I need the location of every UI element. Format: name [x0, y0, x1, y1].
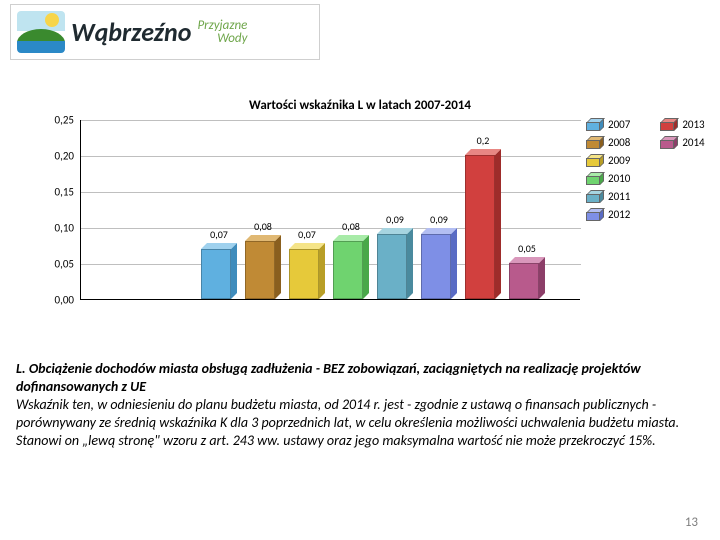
logo-tagline: Przyjazne Wody: [197, 19, 247, 45]
bar-chart: 0,000,050,100,150,200,25 0,070,080,070,0…: [30, 120, 590, 320]
legend-item-2009: 2009: [586, 154, 706, 167]
bar-2007: [201, 243, 237, 299]
bar-label: 0,05: [518, 242, 536, 255]
body-text: L. Obciążenie dochodów miasta obsługą za…: [16, 360, 704, 450]
bar-2010: [333, 235, 369, 299]
bar-2013: [465, 149, 501, 299]
bar-label: 0,09: [386, 213, 404, 226]
legend-label: 2012: [608, 208, 630, 221]
bar-label: 0,2: [477, 134, 490, 147]
legend-item-2007: 2007: [586, 118, 630, 131]
y-tick-label: 0,25: [30, 114, 74, 127]
legend: 2007 2013 2008 2014 2009 2010 2011 2012: [586, 118, 706, 221]
bars-group: 0,07 0,08 0,07 0,08 0,09 0,09 0,2 0,05: [81, 119, 581, 299]
legend-swatch-icon: [586, 173, 604, 185]
bar-label: 0,08: [254, 220, 272, 233]
legend-label: 2009: [608, 154, 630, 167]
legend-swatch-icon: [586, 119, 604, 131]
bar-label: 0,09: [430, 213, 448, 226]
y-axis: 0,000,050,100,150,200,25: [30, 120, 74, 300]
chart-title: Wartości wskaźnika L w latach 2007-2014: [0, 98, 720, 113]
bar-2014: [509, 257, 545, 299]
body-lead: L. Obciążenie dochodów miasta obsługą za…: [16, 360, 641, 395]
bar-2011: [377, 228, 413, 299]
logo-city: Wąbrzeźno: [71, 16, 191, 48]
legend-label: 2007: [608, 118, 630, 131]
legend-swatch-icon: [586, 209, 604, 221]
legend-label: 2013: [682, 118, 704, 131]
logo-banner: Wąbrzeźno Przyjazne Wody: [10, 4, 320, 60]
legend-swatch-icon: [660, 137, 678, 149]
legend-item-2008: 2008: [586, 136, 630, 149]
y-tick-label: 0,15: [30, 186, 74, 199]
bar-label: 0,07: [298, 228, 316, 241]
legend-swatch-icon: [586, 191, 604, 203]
plot-area: 0,07 0,08 0,07 0,08 0,09 0,09 0,2 0,05: [80, 120, 580, 300]
y-tick-label: 0,20: [30, 150, 74, 163]
bar-2009: [289, 243, 325, 299]
legend-swatch-icon: [660, 119, 678, 131]
legend-item-2013: 2013: [660, 118, 704, 131]
legend-swatch-icon: [586, 137, 604, 149]
body-rest: Wskaźnik ten, w odniesieniu do planu bud…: [16, 396, 679, 449]
legend-label: 2011: [608, 190, 630, 203]
bar-2008: [245, 235, 281, 299]
legend-item-2011: 2011: [586, 190, 706, 203]
legend-item-2010: 2010: [586, 172, 706, 185]
legend-label: 2008: [608, 136, 630, 149]
y-tick-label: 0,10: [30, 222, 74, 235]
y-tick-label: 0,05: [30, 258, 74, 271]
y-tick-label: 0,00: [30, 294, 74, 307]
legend-label: 2010: [608, 172, 630, 185]
legend-swatch-icon: [586, 155, 604, 167]
page-number: 13: [685, 515, 698, 530]
logo-icon: [17, 11, 65, 53]
legend-label: 2014: [682, 136, 704, 149]
bar-2012: [421, 228, 457, 299]
bar-label: 0,07: [210, 228, 228, 241]
legend-item-2012: 2012: [586, 208, 706, 221]
bar-label: 0,08: [342, 220, 360, 233]
legend-item-2014: 2014: [660, 136, 704, 149]
